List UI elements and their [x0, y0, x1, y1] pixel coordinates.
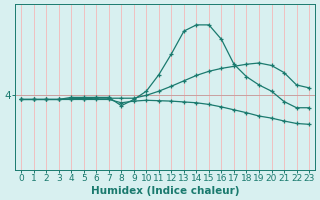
X-axis label: Humidex (Indice chaleur): Humidex (Indice chaleur): [91, 186, 239, 196]
